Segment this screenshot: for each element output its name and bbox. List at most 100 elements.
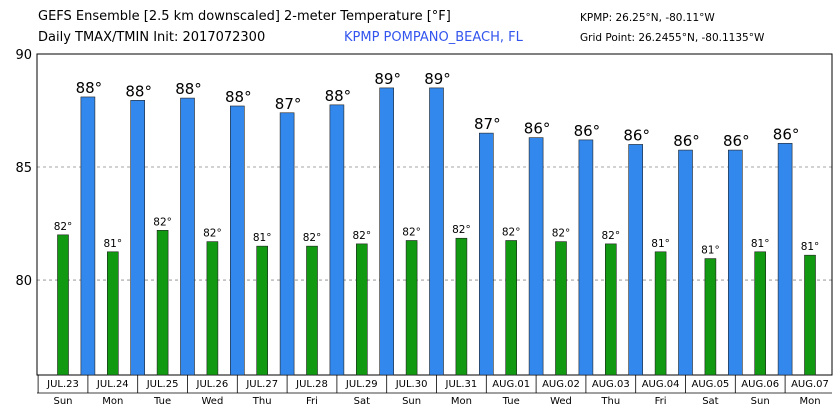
x-date-label: JUL.23	[46, 379, 79, 390]
chart-subtitle: Daily TMAX/TMIN Init: 2017072300	[38, 30, 266, 45]
tmin-label: 82°	[54, 221, 73, 233]
tmax-label: 86°	[773, 125, 800, 143]
tmax-bar	[379, 87, 395, 376]
tmax-label: 88°	[175, 80, 202, 98]
tmin-bar	[256, 245, 269, 376]
tmin-bar	[355, 243, 368, 376]
tmin-bar	[206, 241, 219, 376]
x-date-label: JUL.31	[445, 379, 478, 390]
x-weekday-label: Mon	[799, 396, 820, 407]
x-weekday-label: Sat	[702, 396, 718, 407]
station-label: KPMP POMPANO_BEACH, FL	[344, 30, 523, 45]
tmin-label: 82°	[153, 216, 172, 228]
tmax-label: 86°	[723, 132, 750, 150]
tmax-label: 86°	[524, 120, 551, 138]
tmin-bar	[804, 254, 816, 376]
tmin-bar	[654, 251, 667, 376]
x-date-label: JUL.28	[295, 379, 328, 390]
tmax-bar	[130, 100, 145, 376]
tmin-label: 81°	[701, 245, 720, 257]
tmin-label: 82°	[303, 232, 322, 244]
tmin-bar	[107, 251, 119, 376]
tmin-bar	[754, 251, 767, 376]
x-date-label: AUG.04	[642, 379, 680, 390]
tmax-label: 86°	[623, 126, 650, 144]
x-weekday-label: Mon	[451, 396, 472, 407]
tmax-bar	[678, 149, 693, 376]
tmin-label: 82°	[502, 226, 521, 238]
tmax-bar	[777, 142, 793, 376]
x-weekday-label: Sun	[402, 396, 421, 407]
x-weekday-label: Fri	[306, 396, 318, 407]
tmin-bar	[306, 245, 318, 376]
y-tick-label: 80	[15, 274, 32, 289]
x-weekday-label: Mon	[102, 396, 123, 407]
x-weekday-label: Thu	[600, 396, 620, 407]
x-date-label: JUL.24	[96, 379, 129, 390]
tmin-label: 82°	[352, 230, 371, 242]
x-date-label: JUL.26	[196, 379, 229, 390]
tmin-label: 82°	[601, 230, 620, 242]
tmax-label: 88°	[125, 82, 152, 100]
tmax-bar	[528, 137, 544, 376]
tmax-bar	[727, 149, 743, 376]
tmin-label: 81°	[751, 238, 770, 250]
tmin-label: 81°	[801, 241, 820, 253]
tmin-label: 82°	[552, 228, 571, 240]
tmax-bar	[628, 144, 644, 376]
station-coords: KPMP: 26.25°N, -80.11°W	[580, 12, 715, 24]
tmin-bar	[156, 230, 169, 376]
tmax-bar	[180, 97, 195, 376]
tmax-bar	[478, 132, 494, 376]
x-weekday-label: Tue	[153, 396, 171, 407]
tmin-label: 81°	[103, 238, 122, 250]
x-date-label: JUL.25	[146, 379, 179, 390]
tmax-label: 88°	[76, 79, 103, 97]
tmax-label: 86°	[574, 122, 601, 140]
y-tick-label: 90	[15, 48, 32, 63]
x-date-label: AUG.06	[741, 379, 779, 390]
tmin-label: 81°	[651, 238, 670, 250]
y-tick-label: 85	[15, 161, 32, 176]
x-date-label: AUG.07	[791, 379, 829, 390]
tmin-bar	[555, 241, 567, 376]
x-weekday-label: Thu	[252, 396, 272, 407]
tmin-bar	[57, 234, 69, 376]
x-date-label: AUG.02	[542, 379, 580, 390]
x-date-label: AUG.03	[592, 379, 630, 390]
x-weekday-label: Wed	[201, 396, 223, 407]
tmin-bar	[455, 237, 468, 376]
x-weekday-label: Sun	[53, 396, 72, 407]
tmax-label: 88°	[225, 88, 252, 106]
tmin-bar	[704, 258, 717, 376]
tmin-label: 82°	[203, 228, 222, 240]
tmin-label: 82°	[402, 226, 421, 238]
tmax-bar	[230, 105, 245, 376]
grid-point: Grid Point: 26.2455°N, -80.1135°W	[580, 32, 765, 44]
tmin-bar	[604, 243, 617, 376]
tmax-label: 87°	[474, 115, 501, 133]
x-weekday-label: Wed	[550, 396, 572, 407]
tmax-label: 86°	[673, 132, 700, 150]
tmax-bar	[279, 112, 295, 376]
tmax-label: 89°	[374, 70, 401, 88]
tmax-bar	[80, 96, 96, 376]
x-date-label: JUL.30	[395, 379, 428, 390]
tmax-label: 87°	[275, 95, 302, 113]
tmax-bar	[329, 104, 345, 376]
x-weekday-label: Sat	[354, 396, 370, 407]
tmax-bar	[429, 87, 444, 376]
tmin-bar	[505, 240, 518, 376]
x-date-label: AUG.05	[691, 379, 729, 390]
x-date-label: JUL.29	[345, 379, 378, 390]
tmax-label: 88°	[325, 87, 352, 105]
tmax-label: 89°	[424, 70, 451, 88]
x-weekday-label: Tue	[502, 396, 520, 407]
x-date-label: AUG.01	[492, 379, 530, 390]
tmin-label: 81°	[253, 232, 272, 244]
tmax-bar	[578, 139, 594, 376]
x-weekday-label: Sun	[751, 396, 770, 407]
x-weekday-label: Fri	[655, 396, 667, 407]
tmin-label: 82°	[452, 224, 471, 236]
